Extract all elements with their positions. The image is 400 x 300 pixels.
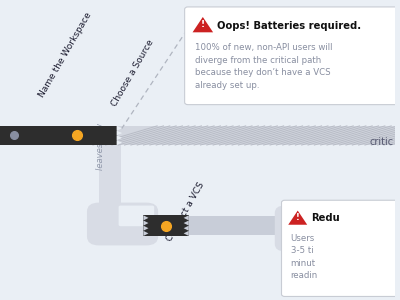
- Text: !: !: [201, 20, 205, 29]
- Text: 100% of new, non-API users will
diverge from the critical path
because they don’: 100% of new, non-API users will diverge …: [195, 43, 332, 90]
- Bar: [99, 139, 120, 235]
- Polygon shape: [143, 220, 148, 226]
- FancyBboxPatch shape: [185, 7, 400, 105]
- Polygon shape: [143, 215, 148, 220]
- Polygon shape: [143, 226, 148, 231]
- Text: Oops! Batteries required.: Oops! Batteries required.: [218, 20, 362, 31]
- Bar: [143, 215, 189, 236]
- Polygon shape: [117, 140, 122, 145]
- Text: Connect a VCS: Connect a VCS: [165, 180, 206, 243]
- Polygon shape: [184, 226, 189, 231]
- Text: Name the Workspace: Name the Workspace: [37, 11, 93, 99]
- Polygon shape: [184, 231, 189, 236]
- Text: critic: critic: [369, 137, 393, 147]
- Bar: [107, 216, 400, 235]
- Text: !: !: [296, 213, 300, 222]
- Polygon shape: [117, 136, 122, 140]
- Text: leaves flow: leaves flow: [96, 123, 105, 170]
- Polygon shape: [192, 17, 213, 32]
- Polygon shape: [117, 126, 122, 131]
- FancyBboxPatch shape: [275, 206, 400, 251]
- Polygon shape: [184, 220, 189, 226]
- FancyBboxPatch shape: [87, 202, 158, 245]
- Polygon shape: [143, 231, 148, 236]
- Text: Users
3-5 ti
minut
readin: Users 3-5 ti minut readin: [291, 234, 318, 280]
- FancyBboxPatch shape: [282, 200, 400, 296]
- Polygon shape: [184, 215, 189, 220]
- Polygon shape: [117, 131, 122, 136]
- Bar: [113, 126, 400, 145]
- Bar: [0, 126, 117, 145]
- Text: Choose a Source: Choose a Source: [110, 38, 155, 108]
- FancyBboxPatch shape: [119, 206, 154, 226]
- Text: Redu: Redu: [312, 213, 340, 223]
- Polygon shape: [288, 211, 307, 225]
